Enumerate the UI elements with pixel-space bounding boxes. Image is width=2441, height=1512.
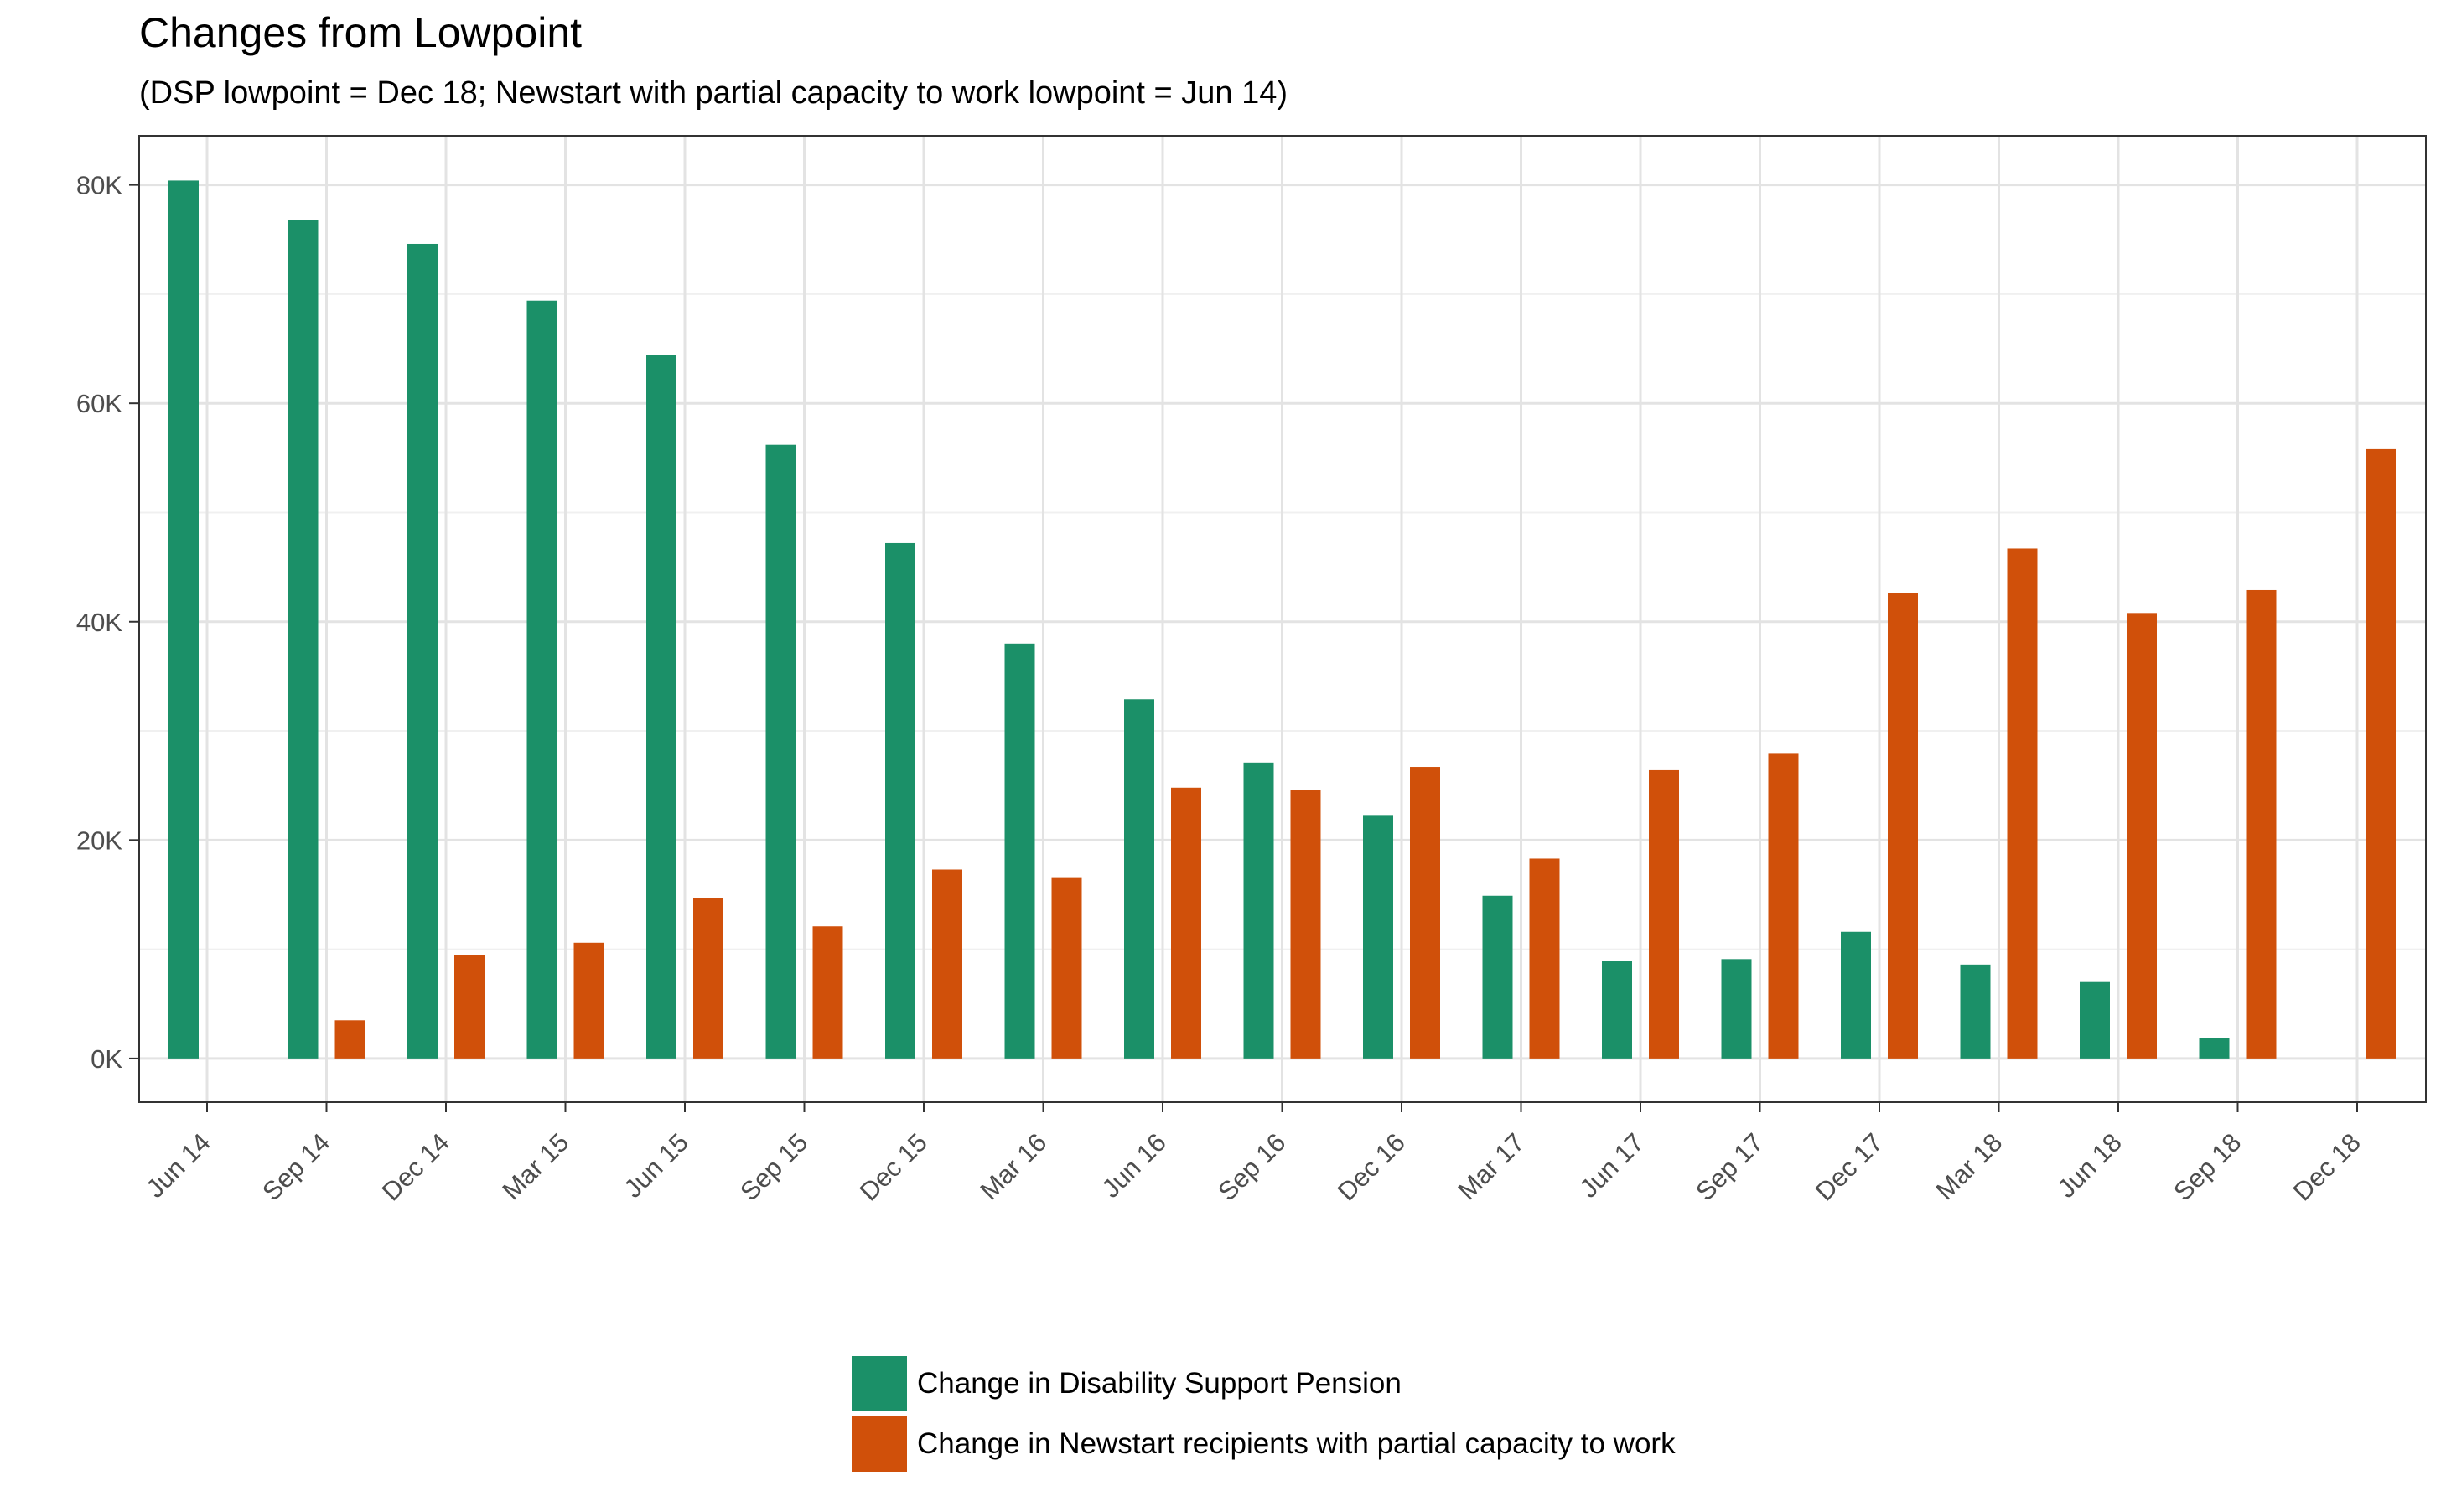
bar-dsp xyxy=(765,444,796,1059)
bar-newstart xyxy=(1171,787,1201,1059)
x-tick-label: Mar 16 xyxy=(974,1127,1052,1205)
x-tick-label: Jun 17 xyxy=(1573,1127,1650,1204)
y-tick-label: 0K xyxy=(91,1044,122,1074)
bar-newstart xyxy=(2246,589,2277,1059)
bar-newstart xyxy=(1529,858,1560,1059)
grid xyxy=(139,136,2426,1102)
y-tick-label: 40K xyxy=(76,608,122,637)
bar-dsp xyxy=(1841,931,1871,1059)
bar-dsp xyxy=(1960,964,1991,1059)
bar-dsp xyxy=(646,355,676,1059)
bar-dsp xyxy=(1243,762,1274,1059)
x-tick-label: Sep 14 xyxy=(257,1127,335,1206)
chart-subtitle: (DSP lowpoint = Dec 18; Newstart with pa… xyxy=(139,75,1288,111)
x-tick-label: Sep 15 xyxy=(734,1127,813,1206)
bar-dsp xyxy=(1124,699,1154,1059)
x-tick-label: Jun 16 xyxy=(1096,1127,1172,1204)
x-tick-label: Jun 14 xyxy=(140,1127,216,1204)
bar-newstart xyxy=(1051,877,1082,1059)
bar-dsp xyxy=(2080,981,2110,1059)
bar-newstart xyxy=(573,942,604,1059)
chart-title: Changes from Lowpoint xyxy=(139,9,583,56)
bar-dsp xyxy=(1482,895,1513,1059)
legend-item-newstart: Change in Newstart recipients with parti… xyxy=(852,1414,1676,1474)
y-tick-label: 20K xyxy=(76,826,122,855)
bar-newstart xyxy=(454,955,485,1059)
legend-label-dsp: Change in Disability Support Pension xyxy=(917,1367,1402,1400)
bar-dsp xyxy=(1602,961,1632,1059)
bar-newstart xyxy=(1888,593,1918,1059)
bar-newstart xyxy=(693,898,723,1059)
y-tick-label: 80K xyxy=(76,171,122,200)
bar-dsp xyxy=(1721,959,1752,1059)
bar-dsp xyxy=(168,180,199,1059)
bars xyxy=(168,180,2396,1059)
x-tick-label: Mar 18 xyxy=(1930,1127,2008,1205)
bar-newstart xyxy=(2127,613,2157,1059)
x-tick-label: Mar 17 xyxy=(1452,1127,1530,1205)
bar-newstart xyxy=(334,1020,365,1059)
x-tick-label: Jun 15 xyxy=(618,1127,694,1204)
legend-key-dsp xyxy=(852,1356,907,1411)
bar-newstart xyxy=(812,926,843,1059)
x-tick-label: Sep 18 xyxy=(2168,1127,2247,1206)
bar-newstart xyxy=(1768,753,1799,1059)
bar-newstart xyxy=(1649,769,1679,1059)
y-tick-label: 60K xyxy=(76,389,122,418)
bar-dsp xyxy=(1004,643,1035,1059)
x-tick-label: Dec 17 xyxy=(1810,1127,1889,1206)
legend-label-newstart: Change in Newstart recipients with parti… xyxy=(917,1427,1676,1460)
bar-newstart xyxy=(2366,448,2396,1059)
bar-newstart xyxy=(932,869,962,1059)
x-tick-label: Sep 16 xyxy=(1212,1127,1291,1206)
bar-newstart xyxy=(1290,790,1321,1059)
x-tick-label: Jun 18 xyxy=(2051,1127,2127,1204)
legend-item-dsp: Change in Disability Support Pension xyxy=(852,1354,1676,1414)
bar-dsp xyxy=(288,220,319,1059)
bar-dsp xyxy=(1363,815,1393,1059)
x-tick-label: Dec 14 xyxy=(376,1127,455,1206)
bar-newstart xyxy=(2007,548,2038,1059)
bar-dsp xyxy=(407,243,438,1059)
x-tick-label: Sep 17 xyxy=(1690,1127,1769,1206)
bar-dsp xyxy=(885,542,915,1059)
bar-dsp xyxy=(2199,1038,2230,1059)
x-tick-label: Dec 16 xyxy=(1332,1127,1411,1206)
bar-newstart xyxy=(1410,767,1440,1059)
legend: Change in Disability Support Pension Cha… xyxy=(852,1354,1676,1474)
x-tick-label: Mar 15 xyxy=(496,1127,574,1205)
x-tick-label: Dec 18 xyxy=(2288,1127,2366,1206)
x-tick-label: Dec 15 xyxy=(854,1127,933,1206)
bar-dsp xyxy=(526,300,557,1059)
legend-key-newstart xyxy=(852,1416,907,1472)
